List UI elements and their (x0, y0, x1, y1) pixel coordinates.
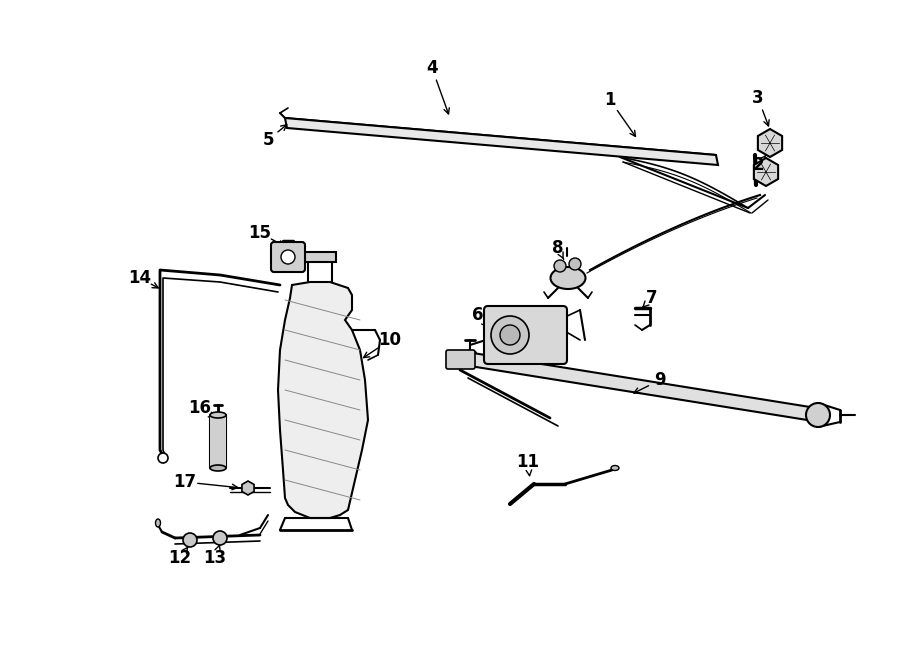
Ellipse shape (210, 465, 226, 471)
Text: 14: 14 (129, 269, 151, 287)
Bar (210, 415, 226, 468)
Polygon shape (278, 282, 368, 518)
Circle shape (183, 533, 197, 547)
Circle shape (554, 260, 566, 272)
Circle shape (213, 531, 227, 545)
Text: 5: 5 (262, 131, 274, 149)
Ellipse shape (611, 465, 619, 471)
Polygon shape (758, 129, 782, 157)
Polygon shape (754, 158, 778, 186)
FancyBboxPatch shape (484, 306, 567, 364)
Text: 9: 9 (654, 371, 666, 389)
Polygon shape (285, 118, 718, 165)
Polygon shape (242, 481, 254, 495)
Text: 12: 12 (168, 549, 192, 567)
Polygon shape (461, 351, 819, 422)
Text: 6: 6 (472, 306, 484, 324)
Text: 3: 3 (752, 89, 764, 107)
Text: 17: 17 (174, 473, 196, 491)
Text: 4: 4 (427, 59, 437, 77)
Circle shape (569, 258, 581, 270)
Text: 16: 16 (188, 399, 212, 417)
Ellipse shape (491, 316, 529, 354)
Ellipse shape (551, 267, 586, 289)
Text: 1: 1 (604, 91, 616, 109)
FancyBboxPatch shape (446, 350, 475, 369)
Text: 11: 11 (517, 453, 539, 471)
Circle shape (158, 453, 168, 463)
Text: 10: 10 (379, 331, 401, 349)
Text: 13: 13 (203, 549, 227, 567)
Text: 15: 15 (248, 224, 272, 242)
Polygon shape (304, 252, 336, 262)
Ellipse shape (210, 412, 226, 418)
Ellipse shape (500, 325, 520, 345)
Text: 8: 8 (553, 239, 563, 257)
Text: 2: 2 (752, 156, 764, 174)
Circle shape (806, 403, 830, 427)
FancyBboxPatch shape (271, 242, 305, 272)
Text: 7: 7 (646, 289, 658, 307)
Circle shape (281, 250, 295, 264)
Ellipse shape (156, 519, 160, 527)
